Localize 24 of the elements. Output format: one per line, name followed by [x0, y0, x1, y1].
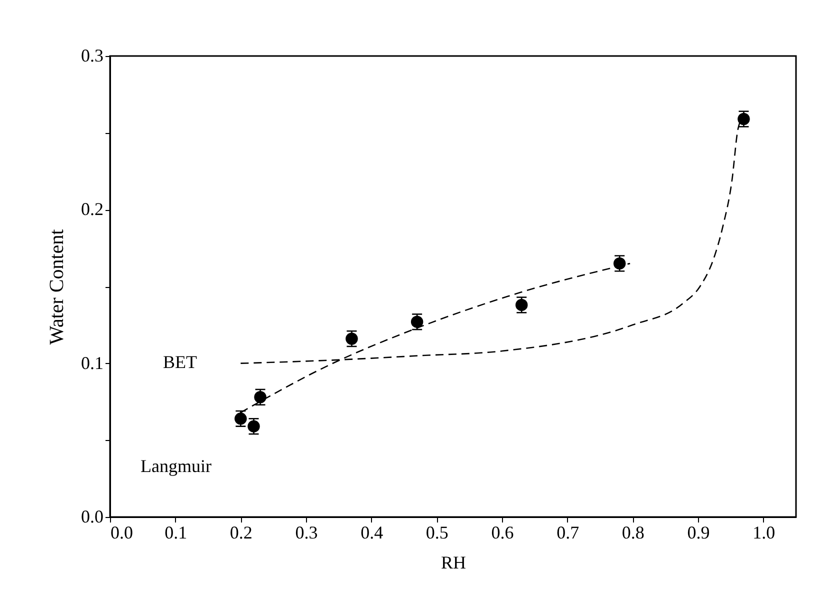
x-tick-label: 0.5 — [426, 522, 448, 542]
point — [410, 316, 424, 328]
x-tick-label: 0.3 — [295, 522, 318, 542]
point — [254, 391, 266, 404]
point — [346, 332, 358, 345]
y-tick-label: 0.1 — [81, 352, 104, 373]
y-axis-title: Water Content — [46, 228, 68, 345]
x-tick-label: 0.6 — [491, 522, 514, 542]
annotation: BET — [163, 352, 197, 372]
x-tick-label: 0.9 — [687, 522, 710, 542]
x-tick-label: 0.8 — [622, 522, 644, 542]
y-tick-label: 0.2 — [81, 199, 104, 220]
x-tick-label: 1.0 — [752, 522, 776, 542]
annotation: Langmuir — [140, 456, 212, 476]
point — [234, 412, 247, 425]
x-axis-title: RH — [440, 552, 466, 572]
x-tick-label: 0.0 — [110, 522, 133, 542]
x-tick-label: 0.7 — [556, 522, 580, 542]
y-tick-label: 0.3 — [81, 46, 104, 66]
x-tick-label: 0.4 — [360, 522, 384, 542]
x-tick-label: 0.2 — [230, 522, 252, 542]
y-tick-label: 0.0 — [81, 506, 104, 526]
x-tick-label: 0.1 — [164, 522, 188, 542]
point — [248, 420, 260, 432]
